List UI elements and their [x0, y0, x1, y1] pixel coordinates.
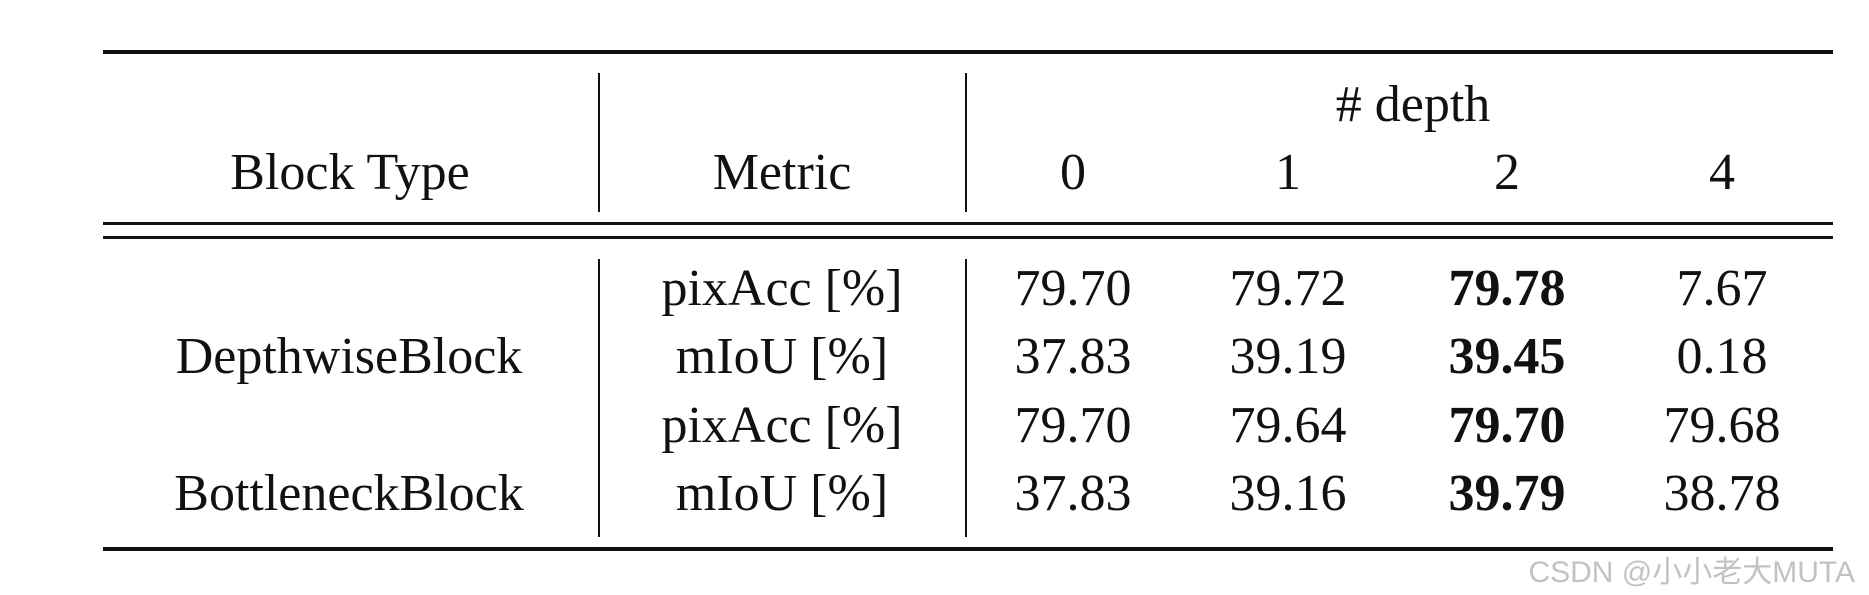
value-cell-best: 39.79: [1448, 465, 1566, 522]
value-cell-best: 39.45: [1448, 328, 1566, 385]
depth-header-4: 4: [1709, 144, 1735, 201]
value-cell: 79.70: [1014, 397, 1132, 454]
depth-header-0: 0: [1060, 144, 1086, 201]
value-cell-best: 79.78: [1448, 260, 1566, 317]
block-type-header: Block Type: [230, 144, 470, 201]
value-cell: 79.70: [1014, 260, 1132, 317]
block-name-depthwise: DepthwiseBlock: [175, 328, 523, 385]
metric-cell: pixAcc [%]: [661, 260, 903, 317]
value-cell-best: 79.70: [1448, 397, 1566, 454]
metric-cell: mIoU [%]: [675, 465, 889, 522]
value-cell: 0.18: [1676, 328, 1768, 385]
value-cell: 79.68: [1663, 397, 1781, 454]
header-double-rule-lower: [103, 236, 1833, 239]
header-double-rule-upper: [103, 222, 1833, 225]
value-cell: 37.83: [1014, 465, 1132, 522]
value-cell: 79.64: [1229, 397, 1347, 454]
watermark: CSDN @小小老大MUTA: [1528, 556, 1855, 589]
value-cell: 38.78: [1663, 465, 1781, 522]
block-name-bottleneck: BottleneckBlock: [174, 465, 524, 522]
bottom-rule: [103, 547, 1833, 551]
body-separator-1: [598, 259, 600, 537]
depth-header-1: 1: [1275, 144, 1301, 201]
depth-group-header: # depth: [1335, 76, 1491, 133]
header-separator-1: [598, 73, 600, 212]
metric-cell: mIoU [%]: [675, 328, 889, 385]
value-cell: 39.16: [1229, 465, 1347, 522]
metric-cell: pixAcc [%]: [661, 397, 903, 454]
metric-header: Metric: [712, 144, 852, 201]
header-separator-2: [965, 73, 967, 212]
body-separator-2: [965, 259, 967, 537]
value-cell: 39.19: [1229, 328, 1347, 385]
value-cell: 79.72: [1229, 260, 1347, 317]
depth-header-2: 2: [1494, 144, 1520, 201]
value-cell: 37.83: [1014, 328, 1132, 385]
top-rule: [103, 50, 1833, 54]
value-cell: 7.67: [1676, 260, 1768, 317]
